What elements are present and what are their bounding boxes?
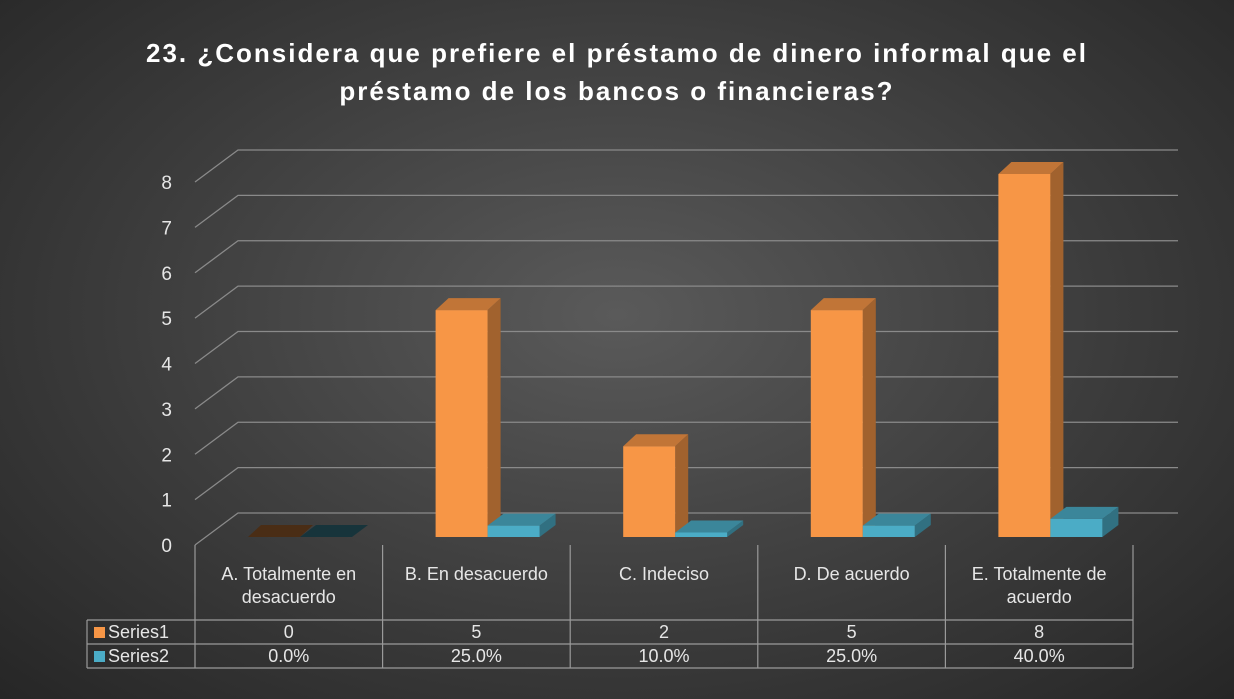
y-tick-label: 3 bbox=[161, 400, 172, 421]
y-tick-label: 8 bbox=[161, 173, 172, 194]
bar-top bbox=[810, 298, 876, 311]
bar-side bbox=[1102, 506, 1119, 537]
legend-label: Series1 bbox=[108, 622, 170, 642]
bar bbox=[862, 513, 931, 537]
bar-front bbox=[998, 174, 1051, 537]
bar-top bbox=[487, 513, 556, 526]
legend-key bbox=[94, 651, 105, 662]
grid-line bbox=[194, 285, 1178, 319]
bar-top bbox=[675, 520, 744, 533]
table-value: 0.0% bbox=[268, 646, 310, 666]
bar-top bbox=[623, 434, 689, 447]
bar bbox=[300, 525, 368, 537]
legend-key bbox=[94, 627, 105, 638]
table-value: 8 bbox=[1034, 622, 1045, 642]
bar bbox=[487, 513, 556, 537]
bar bbox=[248, 525, 313, 537]
y-tick-label: 0 bbox=[161, 536, 172, 557]
table-value: 10.0% bbox=[638, 646, 690, 666]
y-tick-label: 2 bbox=[161, 445, 172, 466]
bar-front bbox=[1050, 518, 1103, 537]
x-tick-label: C. Indeciso bbox=[618, 564, 709, 584]
bar-top bbox=[435, 298, 501, 311]
bar-side bbox=[675, 434, 689, 537]
y-tick-label: 6 bbox=[161, 264, 172, 285]
grid-line bbox=[194, 194, 1178, 228]
bar-front bbox=[435, 310, 488, 537]
x-tick-label: D. De acuerdo bbox=[793, 564, 910, 584]
y-tick-label: 5 bbox=[161, 309, 172, 330]
bar bbox=[998, 162, 1064, 537]
bar bbox=[623, 434, 689, 537]
bar-top bbox=[1050, 506, 1119, 519]
bar-side bbox=[539, 513, 556, 537]
table-value: 2 bbox=[658, 622, 669, 642]
table-value: 25.0% bbox=[826, 646, 878, 666]
bar bbox=[435, 298, 501, 537]
bar-side bbox=[862, 298, 876, 537]
legend-label: Series2 bbox=[108, 646, 170, 666]
bar bbox=[810, 298, 876, 537]
table-value: 5 bbox=[471, 622, 482, 642]
bar-side bbox=[727, 520, 744, 537]
bar-front bbox=[623, 446, 676, 537]
bar-front bbox=[487, 525, 540, 537]
table-value: 40.0% bbox=[1013, 646, 1065, 666]
table-value: 0 bbox=[283, 622, 294, 642]
bar-side bbox=[487, 298, 501, 537]
bar bbox=[675, 520, 744, 537]
x-tick-label: E. Totalmente de acuerdo bbox=[971, 564, 1107, 607]
bar-side bbox=[1050, 162, 1064, 537]
x-tick-label: B. En desacuerdo bbox=[404, 564, 548, 584]
bar-top bbox=[248, 525, 313, 537]
bar-front bbox=[810, 310, 863, 537]
bar-front bbox=[862, 525, 915, 537]
bar-top bbox=[862, 513, 931, 526]
x-tick-label: A. Totalmente en desacuerdo bbox=[221, 564, 357, 607]
y-tick-label: 1 bbox=[161, 491, 172, 512]
bar-front bbox=[675, 532, 728, 537]
bar-side bbox=[914, 513, 931, 537]
chart-title: 23. ¿Considera que prefiere el préstamo … bbox=[146, 38, 1088, 106]
y-tick-label: 4 bbox=[161, 355, 172, 376]
y-tick-label: 7 bbox=[161, 218, 172, 239]
bar-top bbox=[998, 162, 1064, 174]
bar-top bbox=[300, 525, 368, 537]
table-value: 25.0% bbox=[450, 646, 502, 666]
bar bbox=[1050, 506, 1119, 537]
grid-line bbox=[194, 149, 1178, 183]
table-value: 5 bbox=[846, 622, 857, 642]
grid-line bbox=[194, 240, 1178, 274]
